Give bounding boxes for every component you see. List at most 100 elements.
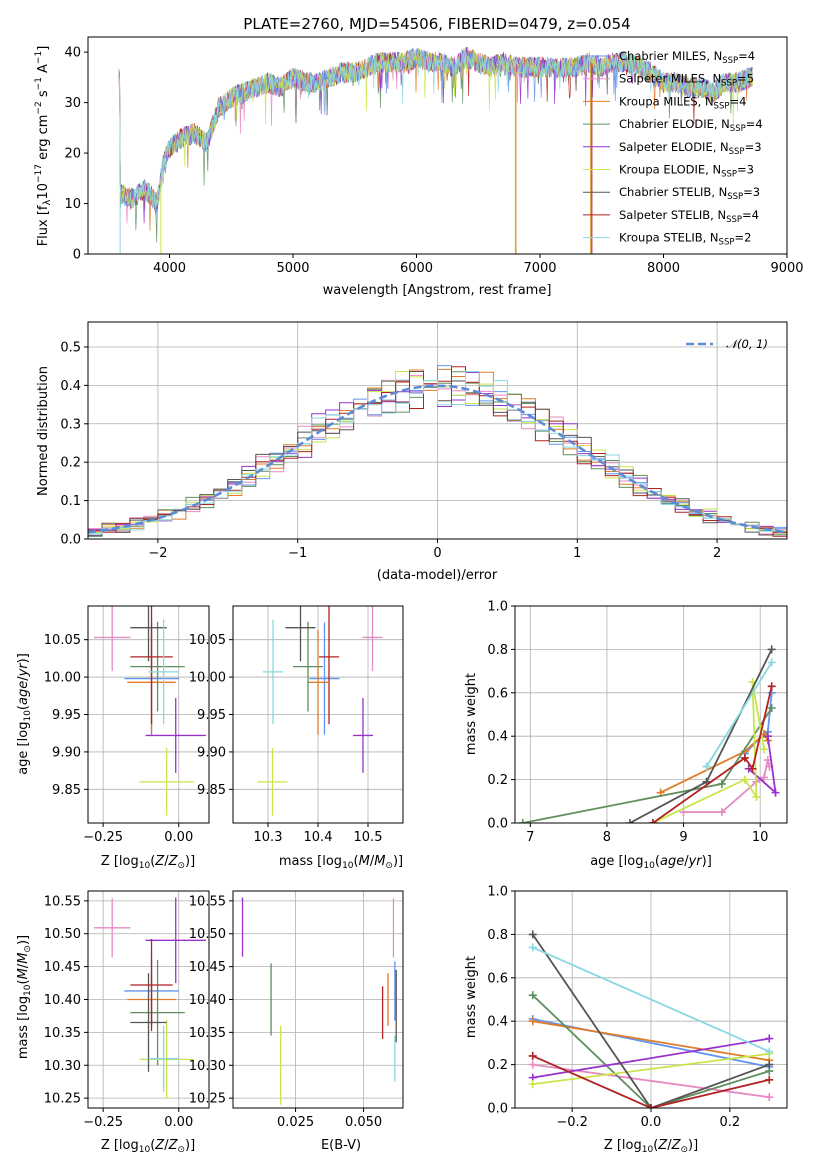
y-tick-label: 10.50 [189, 927, 226, 942]
weight-marker-series-4 [767, 703, 776, 712]
svg-text:Z [log10(Z/Z⊙)]: Z [log10(Z/Z⊙)] [101, 1138, 195, 1155]
weight-marker-series-8 [528, 1051, 537, 1060]
spectrum-y-label: Flux [fλ10−17 erg cm−2 s−1 A−1] [34, 46, 53, 247]
x-tick-label: −0.25 [83, 830, 123, 845]
plot-content [118, 46, 753, 254]
weight-vs-metallicity-panel: −0.2 0.0 0.2 0.0 0.2 0.4 0.6 0.8 1.0 Z [log10(Z/… [464, 885, 788, 1155]
weight-marker-series-8 [767, 682, 776, 691]
x-tick-label: 9 [679, 830, 687, 845]
spectrum-legend: Chabrier MILES, NSSP=4 Salpeter MILES, NS… [583, 49, 763, 248]
residual-panel: −2 −1 0 1 2 0.0 0.1 0.2 0.3 0.4 0.5 (data-model)/e… [36, 321, 788, 583]
weight-vs-age-y-label: mass weight [464, 673, 479, 755]
weight-line-series-8 [532, 1055, 770, 1108]
axes-frame [87, 890, 210, 1109]
y-tick-label: 0.4 [487, 1015, 508, 1030]
y-tick-label: 9.90 [52, 745, 81, 760]
y-tick-label: 10.30 [44, 1059, 81, 1074]
legend-label-series-8: Salpeter STELIB, NSSP=4 [619, 208, 759, 225]
normal-reference-curve [88, 384, 787, 534]
y-tick-label: 10.35 [44, 1026, 81, 1041]
weight-marker-series-6 [740, 775, 749, 784]
axes-frame [514, 605, 788, 824]
weight-marker-series-2 [528, 1060, 537, 1069]
age-vs-mass-panel: 10.3 10.4 10.5 9.85 9.90 9.95 10.00 10.05 mass … [189, 605, 404, 871]
weight-marker-series-5 [765, 1034, 774, 1043]
weight-marker-series-4 [717, 779, 726, 788]
x-tick-label: 10 [752, 830, 769, 845]
mass-vs-metallicity-plot-area: −0.25 0.00 10.25 10.30 10.35 10.40 10.45 10.50 1… [44, 890, 210, 1130]
x-tick-label: 10.3 [254, 830, 283, 845]
x-tick-label: 7 [526, 830, 534, 845]
y-tick-label: 10.05 [44, 633, 81, 648]
weight-marker-series-8 [765, 1075, 774, 1084]
y-tick-label: 20 [64, 147, 81, 162]
x-tick-label: 4000 [153, 261, 186, 276]
x-tick-label: 2 [713, 546, 721, 561]
y-tick-label: 10.40 [44, 993, 81, 1008]
svg-text:mass [log10(M/M⊙)]: mass [log10(M/M⊙)] [279, 854, 403, 871]
age-vs-mass-x-label: mass [log10(M/M⊙)] [279, 854, 403, 871]
weight-marker-series-7 [625, 819, 634, 823]
weight-marker-series-8 [647, 1104, 655, 1108]
weight-marker-series-9 [702, 762, 711, 771]
weight-vs-metallicity-y-label: mass weight [464, 956, 479, 1038]
y-tick-label: 10.55 [44, 894, 81, 909]
plot-content [88, 365, 787, 539]
weight-marker-series-7 [765, 1060, 774, 1069]
weight-marker-series-8 [748, 764, 757, 773]
y-tick-label: 9.85 [197, 783, 226, 798]
y-tick-label: 10.00 [44, 671, 81, 686]
y-tick-label: 9.95 [52, 708, 81, 723]
weight-marker-series-8 [740, 753, 749, 762]
weight-marker-series-2 [760, 773, 769, 782]
y-tick-label: 9.85 [52, 783, 81, 798]
mass-vs-extinction-panel: 0.025 0.050 10.25 10.30 10.35 10.40 10.45 10.50… [189, 890, 404, 1153]
residual-y-label: Normed distribution [36, 366, 51, 496]
mass-vs-metallicity-panel: −0.25 0.00 10.25 10.30 10.35 10.40 10.45 10.50 1… [16, 890, 210, 1155]
y-tick-label: 10.45 [189, 960, 226, 975]
plot-content [94, 897, 206, 1099]
svg-text:Flux [fλ10−17 erg cm−2 s−1 A−1: Flux [fλ10−17 erg cm−2 s−1 A−1] [34, 46, 53, 247]
age-vs-metallicity-y-label: age [log10(age/yr)] [16, 653, 33, 775]
legend-label-series-7: Chabrier STELIB, NSSP=3 [619, 185, 760, 202]
weight-marker-series-7 [767, 645, 776, 654]
spectrum-title: PLATE=2760, MJD=54506, FIBERID=0479, z=0… [243, 15, 630, 33]
plot-content [528, 930, 774, 1108]
residual-legend: 𝒩(0, 1) [686, 337, 768, 351]
axes-frame [514, 890, 788, 1109]
x-tick-label: 0.025 [277, 1115, 314, 1130]
x-tick-label: 0.00 [164, 830, 193, 845]
weight-line-series-5 [532, 1037, 770, 1079]
weight-marker-series-9 [528, 943, 537, 952]
y-tick-label: 0.1 [60, 494, 81, 509]
weight-line-series-6 [532, 1052, 770, 1085]
y-tick-label: 10.40 [189, 993, 226, 1008]
plot-content [94, 606, 206, 816]
y-tick-label: 0.5 [60, 340, 81, 355]
y-tick-label: 10.30 [189, 1059, 226, 1074]
weight-line-series-3 [532, 1020, 770, 1062]
svg-text:mass [log10(M/M⊙)]: mass [log10(M/M⊙)] [16, 935, 33, 1059]
y-tick-label: 30 [64, 96, 81, 111]
x-tick-label: 6000 [400, 261, 433, 276]
weight-marker-series-3 [528, 1017, 537, 1026]
weight-vs-metallicity-plot-area: −0.2 0.0 0.2 0.0 0.2 0.4 0.6 0.8 1.0 [487, 885, 788, 1130]
legend-label-series-6: Kroupa ELODIE, NSSP=3 [619, 163, 754, 180]
svg-text:Z [log10(Z/Z⊙)]: Z [log10(Z/Z⊙)] [604, 1138, 698, 1155]
weight-marker-series-4 [528, 991, 537, 1000]
weight-line-series-8 [652, 686, 773, 823]
weight-marker-series-6 [528, 1080, 537, 1089]
weight-vs-age-x-label: age [log10(age/yr)] [590, 854, 712, 871]
legend-label-series-5: Salpeter ELODIE, NSSP=3 [619, 140, 762, 157]
y-tick-label: 10 [64, 197, 81, 212]
spectrum-panel: 4000 5000 6000 7000 8000 9000 0 10 20 30 40 PLATE=… [34, 15, 804, 298]
y-tick-label: 1.0 [487, 885, 508, 900]
x-tick-label: −0.25 [83, 1115, 123, 1130]
svg-text:Z [log10(Z/Z⊙)]: Z [log10(Z/Z⊙)] [101, 854, 195, 871]
y-tick-label: 0.6 [487, 971, 508, 986]
y-tick-label: 0.8 [487, 928, 508, 943]
x-tick-label: 10.4 [304, 830, 333, 845]
plot-content [257, 606, 383, 816]
weight-line-series-9 [532, 946, 770, 1053]
y-tick-label: 1.0 [487, 600, 508, 615]
